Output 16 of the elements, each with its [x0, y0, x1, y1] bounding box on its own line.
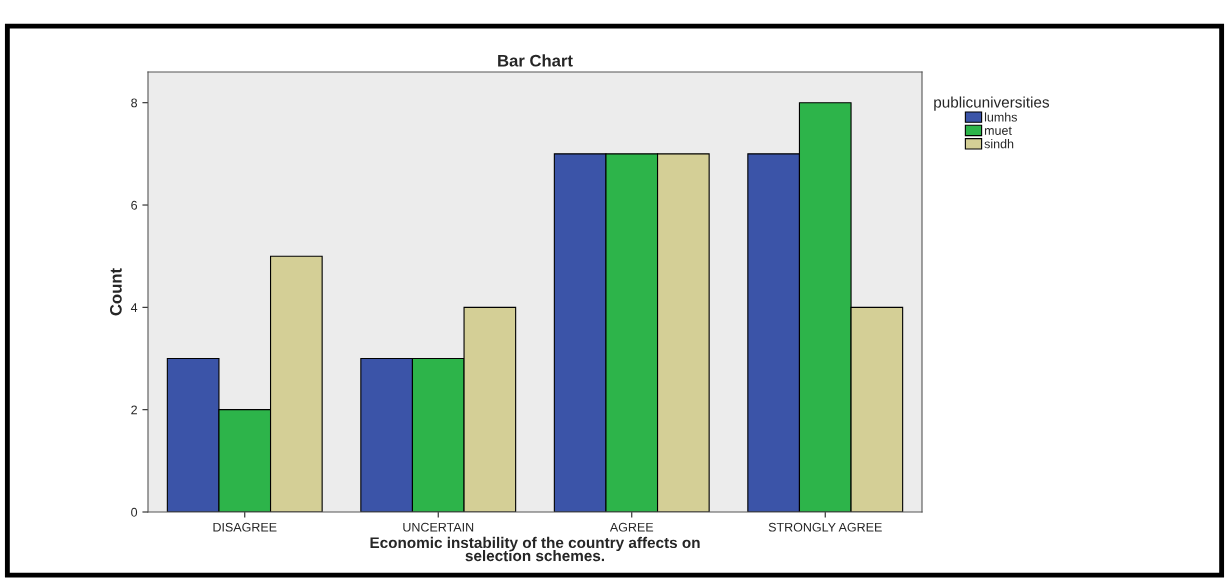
y-tick-label: 2 — [131, 405, 137, 415]
x-tick-label: DISAGREE — [213, 522, 277, 532]
x-tick-label: UNCERTAIN — [403, 522, 474, 532]
legend-label: lumhs — [984, 112, 1018, 122]
y-axis-title: Count — [109, 268, 122, 316]
legend-title: publicuniversities — [934, 96, 1050, 111]
y-tick-label: 8 — [131, 98, 138, 108]
chart-title: Bar Chart — [498, 54, 573, 67]
y-tick-label: 0 — [131, 507, 138, 517]
legend-label: sindh — [984, 139, 1014, 149]
y-tick-label: 4 — [130, 303, 138, 312]
legend-label: muet — [984, 126, 1012, 135]
x-tick-label: STRONGLY AGREE — [768, 522, 882, 532]
x-tick-label: AGREE — [609, 522, 654, 532]
x-axis-title: Economic instability of the country affects on selection schemes. — [370, 536, 700, 562]
y-tick-label: 6 — [131, 200, 138, 210]
